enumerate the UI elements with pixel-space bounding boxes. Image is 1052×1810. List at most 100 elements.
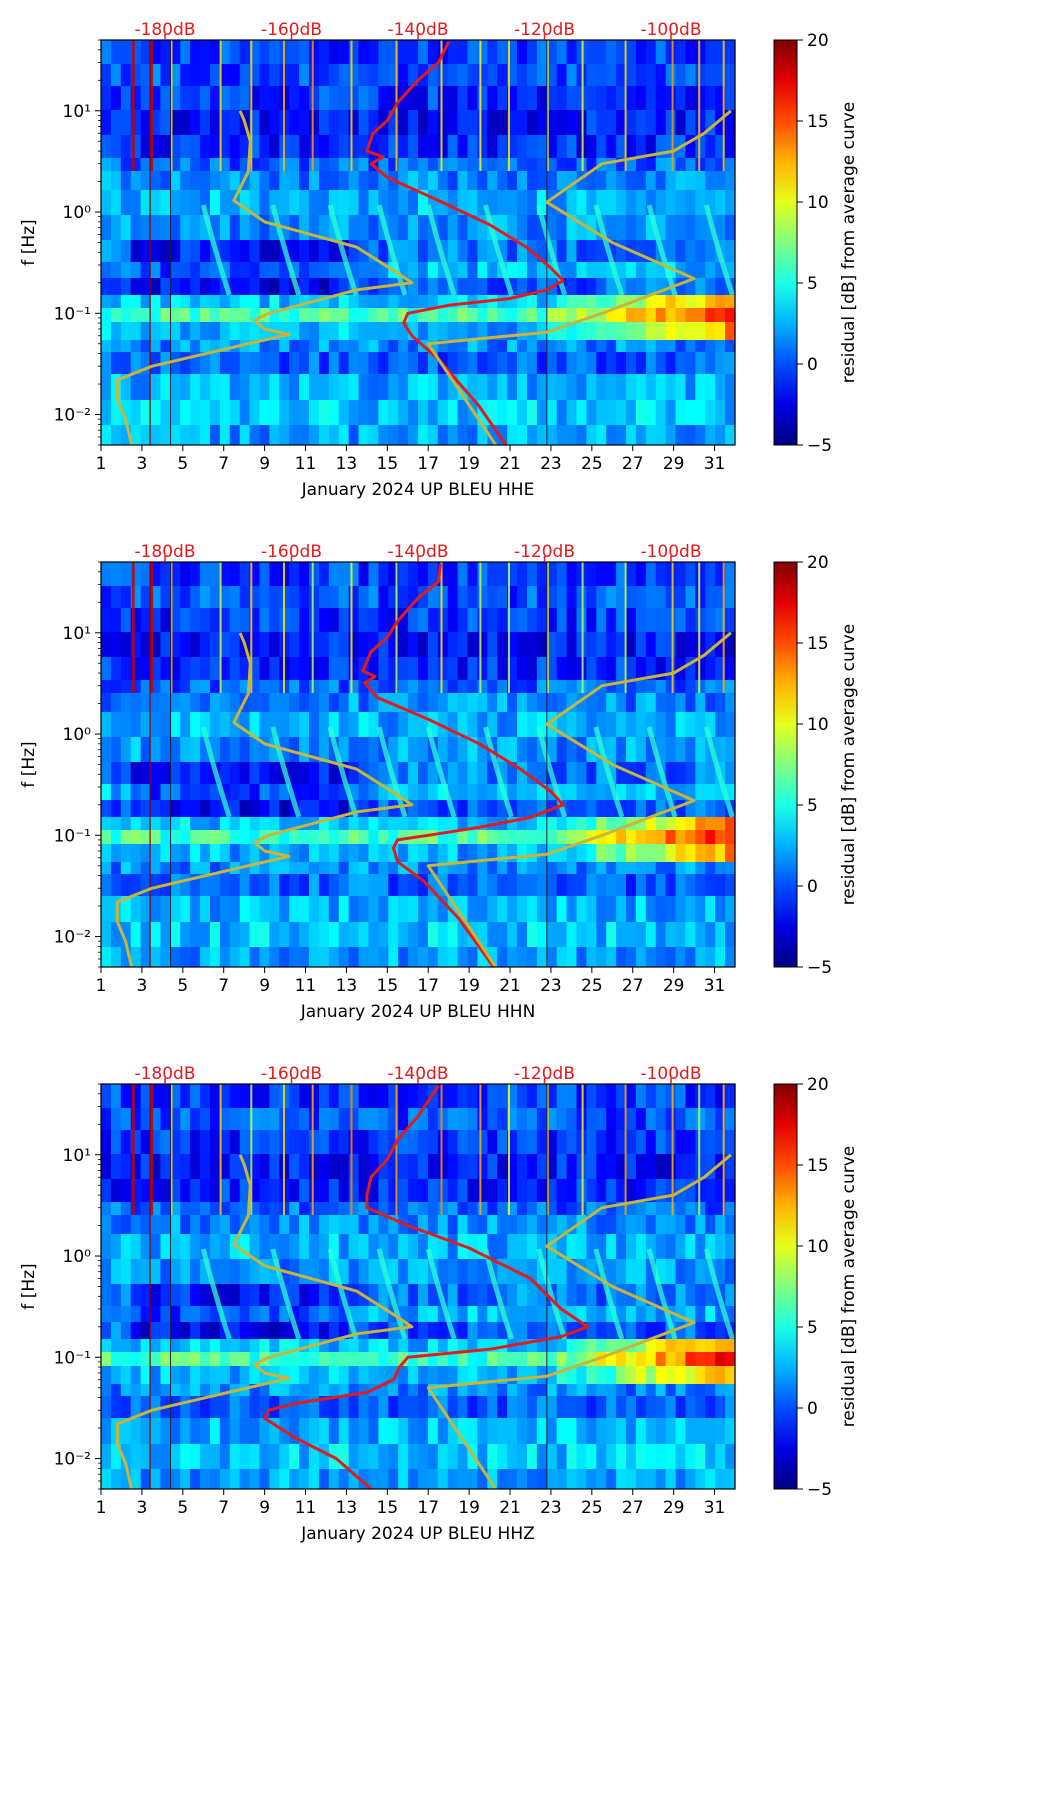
heatmap-cell bbox=[487, 308, 498, 322]
heatmap-cell bbox=[626, 352, 637, 374]
heatmap-cell bbox=[418, 374, 429, 400]
heatmap-cell bbox=[606, 712, 617, 737]
heatmap-cell bbox=[209, 712, 221, 737]
heatmap-cell bbox=[388, 64, 399, 86]
heatmap-cell bbox=[566, 562, 578, 586]
heatmap-cell bbox=[576, 1352, 588, 1366]
heatmap-cell bbox=[427, 680, 439, 693]
heatmap-cell bbox=[576, 322, 588, 340]
heatmap-cell bbox=[130, 64, 142, 86]
heatmap-cell bbox=[606, 86, 617, 110]
heatmap-cell bbox=[725, 680, 736, 693]
heatmap-cell bbox=[180, 830, 191, 844]
heatmap-cell bbox=[309, 874, 320, 896]
heatmap-cell bbox=[487, 862, 498, 874]
heatmap-cell bbox=[398, 158, 409, 171]
heatmap-cell bbox=[596, 278, 607, 295]
heatmap-cell bbox=[190, 1284, 201, 1306]
heatmap-cell bbox=[110, 295, 122, 308]
heatmap-cell bbox=[576, 340, 588, 352]
heatmap-cell bbox=[408, 308, 419, 322]
heatmap-cell bbox=[140, 1418, 152, 1444]
heatmap-cell bbox=[130, 1234, 142, 1259]
heatmap-cell bbox=[318, 762, 330, 784]
heatmap-cell bbox=[190, 322, 201, 340]
heatmap-cell bbox=[378, 1469, 389, 1489]
heatmap-cell bbox=[606, 352, 617, 374]
heatmap-cell bbox=[388, 817, 399, 830]
heatmap-cell bbox=[507, 896, 518, 922]
heatmap-cell bbox=[418, 817, 429, 830]
spectrogram-heatmap bbox=[101, 40, 736, 445]
heatmap-cell bbox=[685, 1084, 696, 1108]
heatmap-cell bbox=[398, 1154, 409, 1179]
heatmap-cell bbox=[259, 1306, 271, 1322]
heatmap-cell bbox=[200, 158, 211, 171]
heatmap-cell bbox=[517, 135, 528, 158]
heatmap-cell bbox=[596, 844, 607, 862]
heatmap-cell bbox=[299, 1259, 310, 1284]
heatmap-cell bbox=[536, 1418, 548, 1444]
heatmap-cell bbox=[447, 215, 459, 240]
heatmap-cell bbox=[358, 1418, 370, 1444]
heatmap-cell bbox=[219, 922, 231, 947]
heatmap-cell bbox=[259, 1179, 271, 1202]
heatmap-cell bbox=[457, 1179, 469, 1202]
heatmap-cell bbox=[685, 844, 696, 862]
heatmap-cell bbox=[447, 352, 459, 374]
heatmap-cell bbox=[497, 400, 508, 425]
heatmap-cell bbox=[487, 608, 498, 632]
heatmap-cell bbox=[289, 817, 300, 830]
heatmap-cell bbox=[388, 1084, 399, 1108]
heatmap-cell bbox=[150, 862, 162, 874]
colorbar-tick-label: 5 bbox=[807, 274, 818, 294]
heatmap-cell bbox=[140, 322, 152, 340]
heatmap-cell bbox=[477, 1284, 488, 1306]
heatmap-cell bbox=[130, 240, 142, 262]
heatmap-cell bbox=[665, 158, 677, 171]
heatmap-cell bbox=[725, 262, 736, 278]
heatmap-cell bbox=[120, 262, 132, 278]
heatmap-cell bbox=[418, 922, 429, 947]
heatmap-cell bbox=[546, 830, 558, 844]
heatmap-cell bbox=[269, 158, 280, 171]
heatmap-cell bbox=[348, 1352, 360, 1366]
heatmap-cell bbox=[279, 1444, 290, 1469]
heatmap-cell bbox=[140, 1108, 152, 1130]
heatmap-cell bbox=[229, 586, 241, 608]
heatmap-cell bbox=[685, 1179, 696, 1202]
heatmap-cell bbox=[170, 1154, 181, 1179]
heatmap-cell bbox=[556, 215, 568, 240]
heatmap-cell bbox=[180, 737, 191, 762]
heatmap-cell bbox=[556, 1339, 568, 1352]
heatmap-cell bbox=[408, 1352, 419, 1366]
heatmap-cell bbox=[150, 1259, 162, 1284]
heatmap-cell bbox=[130, 1215, 142, 1234]
high-freq-streak bbox=[219, 562, 222, 693]
high-freq-streak bbox=[131, 562, 135, 693]
heatmap-cell bbox=[120, 1284, 132, 1306]
heatmap-cell bbox=[467, 262, 479, 278]
heatmap-cell bbox=[685, 425, 696, 445]
heatmap-cell bbox=[200, 657, 211, 680]
heatmap-cell bbox=[596, 632, 607, 657]
heatmap-cell bbox=[695, 240, 706, 262]
heatmap-cell bbox=[418, 400, 429, 425]
heatmap-cell bbox=[348, 1154, 360, 1179]
heatmap-cell bbox=[616, 190, 627, 215]
heatmap-cell bbox=[150, 1234, 162, 1259]
heatmap-cell bbox=[239, 896, 251, 922]
heatmap-cell bbox=[685, 784, 696, 800]
heatmap-cell bbox=[348, 608, 360, 632]
x-tick-label: 31 bbox=[704, 454, 726, 474]
heatmap-cell bbox=[725, 586, 736, 608]
heatmap-cell bbox=[200, 308, 211, 322]
heatmap-cell bbox=[150, 1396, 162, 1418]
heatmap-cell bbox=[209, 374, 221, 400]
heatmap-cell bbox=[675, 374, 687, 400]
heatmap-cell bbox=[665, 374, 677, 400]
heatmap-cell bbox=[259, 1284, 271, 1306]
heatmap-cell bbox=[576, 215, 588, 240]
heatmap-cell bbox=[626, 586, 637, 608]
heatmap-cell bbox=[150, 1366, 162, 1384]
